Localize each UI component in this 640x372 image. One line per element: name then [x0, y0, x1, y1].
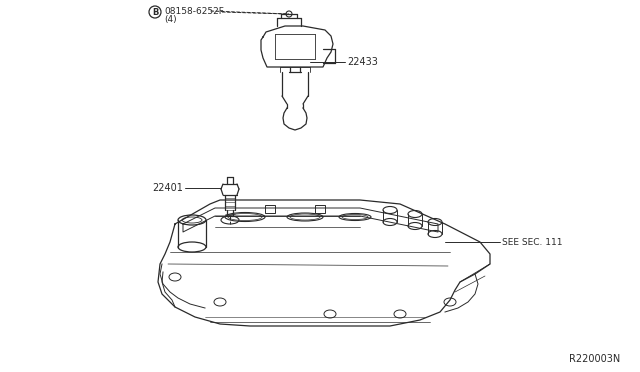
Text: (4): (4): [164, 15, 177, 23]
Circle shape: [286, 11, 292, 17]
Bar: [315, 205, 325, 213]
Text: SEE SEC. 111: SEE SEC. 111: [502, 237, 563, 247]
Bar: [265, 205, 275, 213]
Text: R220003N: R220003N: [569, 354, 620, 364]
Text: 08158-6252F: 08158-6252F: [164, 6, 224, 16]
Text: 22433: 22433: [347, 57, 378, 67]
Text: 22401: 22401: [152, 183, 183, 193]
Text: B: B: [152, 7, 158, 16]
